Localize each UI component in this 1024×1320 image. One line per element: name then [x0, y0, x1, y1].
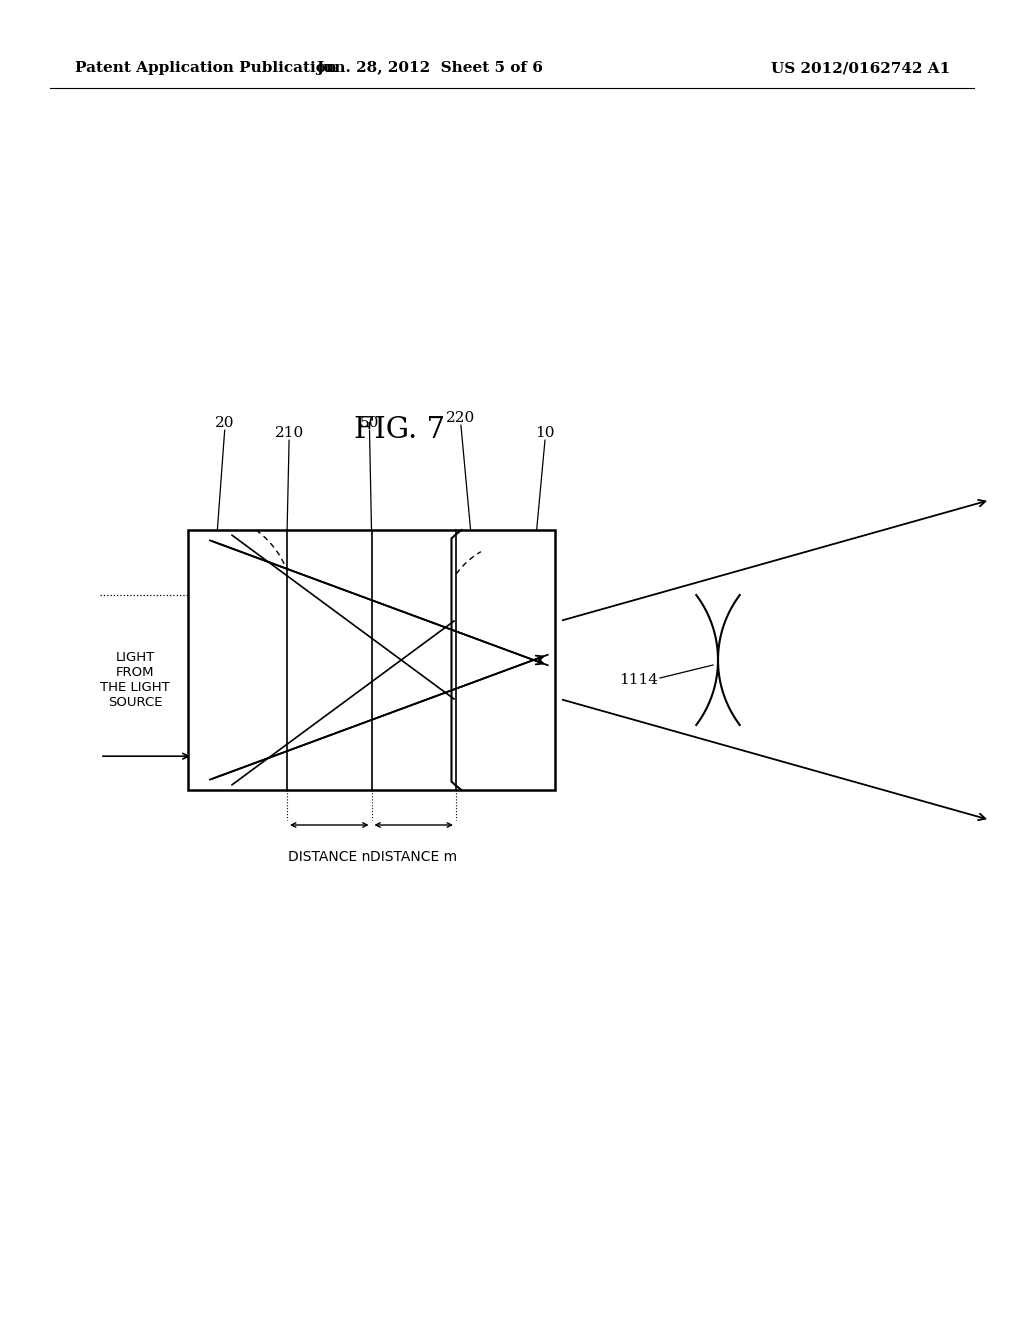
Text: 10: 10 — [536, 426, 555, 440]
Bar — [456, 531, 555, 789]
Text: Patent Application Publication: Patent Application Publication — [75, 61, 337, 75]
Text: 20: 20 — [215, 416, 234, 430]
Text: US 2012/0162742 A1: US 2012/0162742 A1 — [771, 61, 950, 75]
Text: DISTANCE m: DISTANCE m — [370, 850, 458, 865]
Text: FIG. 7: FIG. 7 — [354, 416, 445, 444]
Text: 50: 50 — [359, 416, 379, 430]
Text: 1114: 1114 — [618, 673, 658, 686]
Bar — [188, 531, 287, 789]
Bar — [287, 531, 372, 789]
Text: 210: 210 — [274, 426, 304, 440]
Text: Jun. 28, 2012  Sheet 5 of 6: Jun. 28, 2012 Sheet 5 of 6 — [316, 61, 544, 75]
Text: LIGHT
FROM
THE LIGHT
SOURCE: LIGHT FROM THE LIGHT SOURCE — [100, 651, 170, 709]
Text: 220: 220 — [446, 411, 475, 425]
Text: DISTANCE n: DISTANCE n — [288, 850, 371, 865]
Bar — [372, 531, 456, 789]
Bar — [188, 531, 555, 789]
